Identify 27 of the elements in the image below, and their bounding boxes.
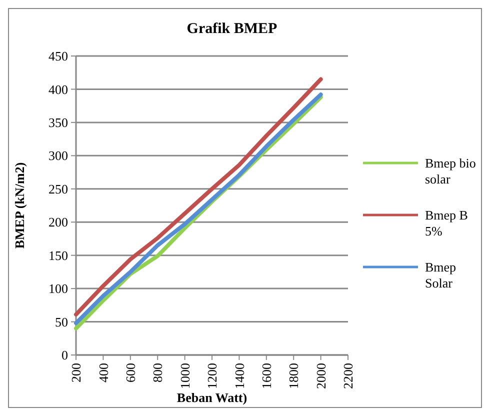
y-tick-label: 250 [48,181,68,196]
y-tick-label: 0 [62,348,68,363]
x-tick-label: 600 [122,363,138,382]
x-tick-label: 1800 [286,363,302,389]
x-tick-label: 800 [150,363,166,382]
x-tick-label: 1000 [177,363,192,389]
chart-title: Grafik BMEP [186,21,278,37]
legend-label: Bmep B 5% [425,208,468,239]
legend-label: Bmep bio solar [425,156,476,187]
legend-label: Bmep Solar [425,260,456,291]
x-tick-label: 1600 [258,363,274,389]
x-tick-label: 2200 [340,363,356,389]
y-axis-title: BMEP (kN/m2) [12,162,27,249]
x-tick-label: 1200 [204,363,220,389]
x-axis-title: Beban Watt) [176,390,248,405]
x-tick-label: 2000 [313,363,328,389]
x-tick-label: 400 [96,363,111,382]
x-tick-label: 1400 [232,363,247,389]
y-tick-label: 300 [48,148,68,164]
x-tick-label: 200 [68,363,84,382]
y-tick-label: 50 [55,314,68,330]
y-tick-label: 150 [48,248,68,263]
y-tick-label: 200 [48,214,68,230]
y-tick-label: 400 [48,82,68,97]
y-tick-label: 100 [48,281,68,296]
y-tick-label: 450 [48,48,68,64]
y-tick-label: 350 [48,114,68,130]
